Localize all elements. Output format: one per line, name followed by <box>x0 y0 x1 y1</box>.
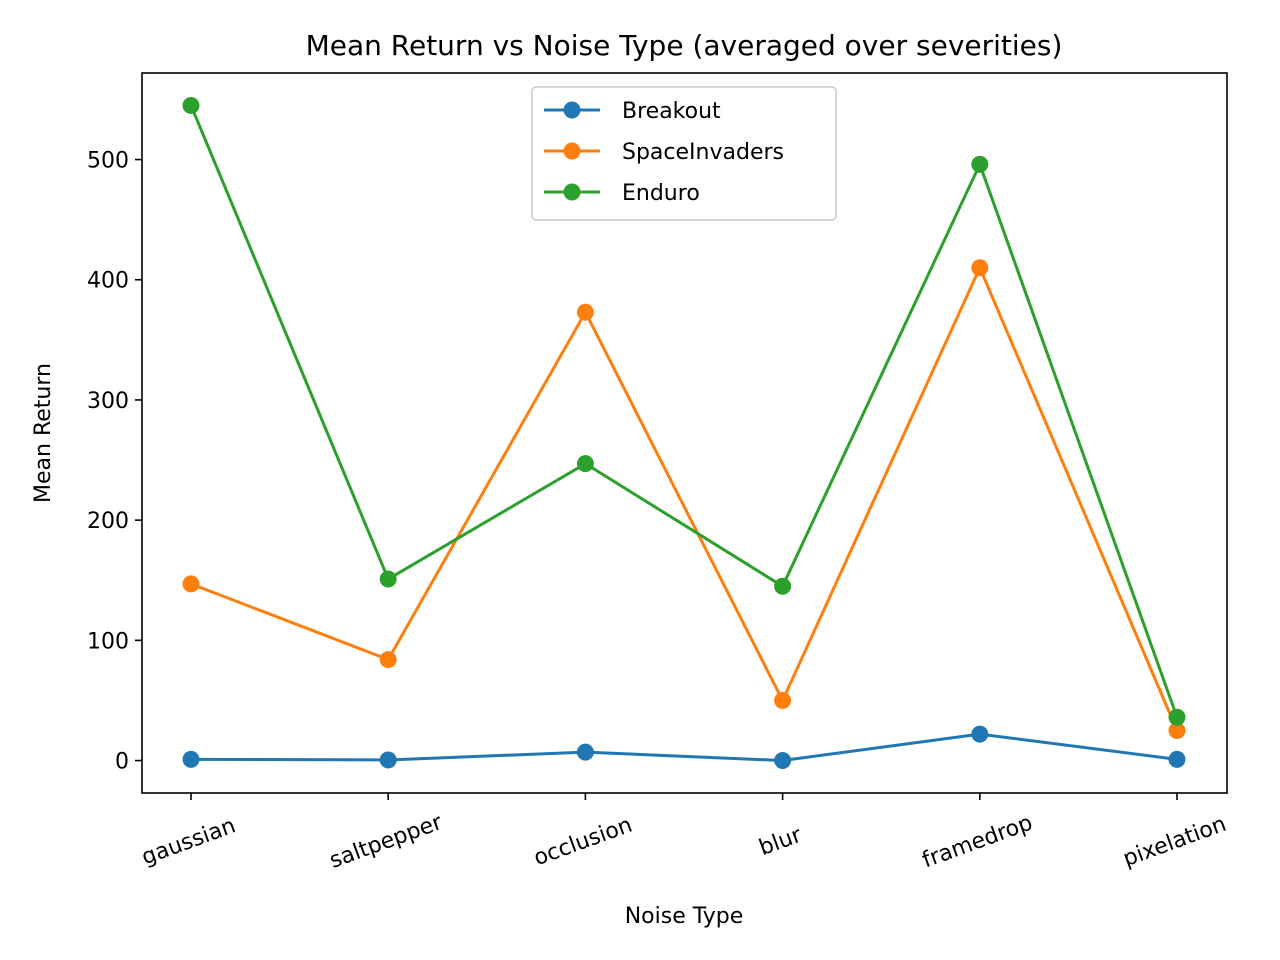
data-point <box>774 752 792 770</box>
series-layer <box>182 96 1186 770</box>
data-point <box>1168 708 1186 726</box>
legend-label: Breakout <box>622 99 721 124</box>
y-tick-label: 0 <box>115 750 129 775</box>
data-point <box>971 725 989 743</box>
data-point <box>182 96 200 114</box>
y-tick-label: 400 <box>87 269 129 294</box>
data-point <box>774 577 792 595</box>
legend-item-spaceinvaders: SpaceInvaders <box>544 140 784 165</box>
series-line <box>190 732 1178 763</box>
y-tick-label: 500 <box>87 149 129 174</box>
data-point <box>379 651 397 669</box>
y-axis-label: Mean Return <box>31 363 56 503</box>
legend-label: SpaceInvaders <box>622 140 784 165</box>
y-tick-label: 100 <box>87 629 129 654</box>
data-point <box>1168 721 1186 739</box>
x-axis: gaussian saltpepper occlusion blur framedrop… <box>139 793 1230 874</box>
legend-box <box>531 86 837 221</box>
plot-area-frame <box>141 72 1228 794</box>
data-point <box>576 303 594 321</box>
data-point <box>182 575 200 593</box>
data-point <box>576 743 594 761</box>
data-point <box>379 751 397 769</box>
x-tick-label: blur <box>756 822 806 861</box>
series-line <box>189 104 1179 718</box>
data-point <box>1168 750 1186 768</box>
x-tick-label: saltpepper <box>326 810 446 874</box>
series-enduro <box>182 96 1186 726</box>
x-tick-label: pixelation <box>1120 812 1230 872</box>
data-point <box>576 455 594 473</box>
data-point <box>774 691 792 709</box>
y-tick-label: 300 <box>87 389 129 414</box>
x-axis-label: Noise Type <box>625 904 744 929</box>
data-point <box>379 570 397 588</box>
legend-item-breakout: Breakout <box>544 99 721 124</box>
legend: Breakout SpaceInvaders Enduro <box>531 86 837 221</box>
series-breakout <box>182 725 1186 770</box>
legend-marker <box>563 101 581 119</box>
legend-marker <box>563 142 581 160</box>
y-axis: 0 100 200 300 400 500 <box>87 149 142 775</box>
data-point <box>182 750 200 768</box>
x-tick-label: gaussian <box>139 813 240 870</box>
legend-item-enduro: Enduro <box>544 181 700 206</box>
x-tick-label: occlusion <box>531 813 636 872</box>
legend-label: Enduro <box>622 181 700 206</box>
chart-title: Mean Return vs Noise Type (averaged over… <box>306 29 1063 62</box>
data-point <box>971 155 989 173</box>
series-line <box>190 266 1179 732</box>
legend-marker <box>563 183 581 201</box>
y-tick-label: 200 <box>87 509 129 534</box>
x-tick-label: framedrop <box>919 810 1036 873</box>
series-spaceinvaders <box>182 259 1186 739</box>
data-point <box>971 259 989 277</box>
